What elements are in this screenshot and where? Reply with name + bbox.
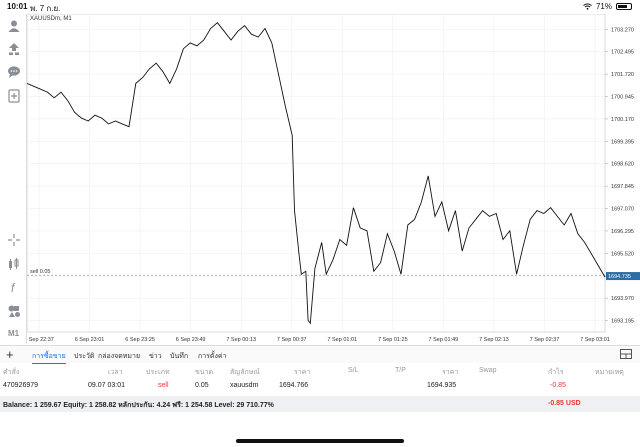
tab-news[interactable]: ข่าว — [149, 353, 162, 360]
order-symbol: xauusdm — [230, 382, 259, 389]
battery-percent: 71% — [595, 2, 612, 11]
y-tick-label: 1701.720 — [611, 72, 634, 78]
chart-canvas[interactable]: sell 0.05 1703.270 1702.495 1701.720 1700.9… — [24, 13, 640, 344]
layout-button[interactable] — [620, 349, 632, 361]
y-tick-label: 1693.970 — [611, 296, 634, 302]
wifi-icon — [583, 3, 592, 10]
price-chart[interactable]: sell 0.05 1703.270 1702.495 1701.720 1700.9… — [24, 13, 640, 344]
tab-trade[interactable]: การซื้อขาย — [32, 351, 66, 364]
y-tick-label: 1702.495 — [611, 50, 634, 56]
trade-button[interactable] — [4, 39, 23, 58]
order-time: 09.07 03:01 — [88, 382, 125, 389]
y-tick-label: 1700.945 — [611, 95, 634, 101]
y-tick-label: 1698.620 — [611, 162, 634, 168]
y-tick-label: 1696.295 — [611, 229, 634, 235]
chat-icon — [7, 65, 20, 78]
current-price-label: 1694.735 — [608, 274, 631, 280]
status-bar: 10:01 พ. 7 ก.ย. 71% — [0, 0, 640, 14]
x-tick-label: 7 Sep 02:37 — [530, 337, 560, 343]
tab-journal[interactable]: บันทึก — [170, 353, 189, 360]
function-button[interactable]: f — [4, 277, 23, 296]
battery-icon — [616, 3, 632, 10]
y-tick-label: 1697.070 — [611, 207, 634, 213]
x-tick-label: 6 Sep 22:37 — [27, 337, 54, 343]
current-price-tag — [606, 272, 640, 281]
header-order: คำสั่ง — [3, 369, 20, 376]
header-note: หมายเหตุ — [595, 369, 624, 376]
x-tick-label: 6 Sep 23:25 — [125, 337, 155, 343]
order-current-price: 1694.935 — [427, 382, 457, 389]
status-date: พ. 7 ก.ย. — [30, 4, 61, 13]
order-id: 470926979 — [3, 382, 39, 389]
account-icon — [8, 20, 19, 32]
left-toolbar: f M1 — [0, 14, 27, 344]
timeframe-label[interactable]: M1 — [7, 329, 20, 338]
bottom-tab-bar: + การซื้อขาย ประวัติ กล่องจดหมาย ข่าว บั… — [0, 345, 640, 364]
crosshair-icon — [7, 233, 20, 246]
indicators-icon — [8, 257, 18, 270]
header-profit: กำไร — [548, 369, 564, 376]
crosshair-button[interactable] — [4, 230, 23, 249]
new-order-button[interactable] — [4, 86, 23, 105]
x-tick-label: 6 Sep 23:01 — [75, 337, 105, 343]
account-button[interactable] — [4, 16, 23, 35]
chart-title: XAUUSDm, M1 — [30, 16, 72, 22]
status-time: 10:01 — [7, 2, 28, 11]
y-tick-label: 1693.195 — [611, 319, 634, 325]
y-tick-label: 1699.395 — [611, 139, 634, 145]
chat-button[interactable] — [4, 62, 23, 81]
header-swap: Swap — [479, 367, 497, 374]
order-type: sell — [158, 382, 169, 389]
total-profit: -0.85 USD — [548, 400, 581, 407]
header-sl: S/L — [348, 367, 359, 374]
indicators-button[interactable] — [4, 254, 23, 273]
header-tp: T/P — [395, 367, 406, 374]
x-tick-label: 7 Sep 01:49 — [429, 337, 459, 343]
sell-order-label: sell 0.05 — [30, 269, 51, 275]
tab-settings[interactable]: การตั้งค่า — [198, 353, 227, 360]
x-tick-label: 7 Sep 00:37 — [277, 337, 307, 343]
tab-history[interactable]: ประวัติ — [74, 353, 95, 360]
battery-fill — [618, 5, 627, 8]
x-tick-label: 7 Sep 01:25 — [378, 337, 408, 343]
trade-icon — [8, 42, 19, 55]
price-series-line — [26, 22, 606, 325]
function-icon: f — [11, 281, 16, 294]
x-tick-label: 7 Sep 01:01 — [327, 337, 357, 343]
tab-mailbox[interactable]: กล่องจดหมาย — [98, 353, 141, 360]
x-tick-label: 7 Sep 03:01 — [580, 337, 610, 343]
balance-bar: Balance: 1 259.67 Equity: 1 258.82 หลักป… — [0, 396, 640, 412]
objects-button[interactable] — [4, 301, 23, 320]
objects-icon — [8, 305, 20, 317]
y-tick-label: 1697.845 — [611, 184, 634, 190]
header-price: ราคา — [294, 369, 311, 376]
x-tick-label: 6 Sep 23:49 — [176, 337, 206, 343]
table-row[interactable]: 470926979 09.07 03:01 sell 0.05 xauusdm … — [0, 379, 640, 393]
plot-area — [26, 13, 606, 333]
status-right: 71% — [583, 2, 632, 11]
header-type: ประเภท — [146, 369, 170, 376]
y-tick-label: 1700.170 — [611, 117, 634, 123]
header-symbol: สัญลักษณ์ — [230, 369, 260, 376]
x-tick-label: 7 Sep 00:13 — [226, 337, 256, 343]
layout-icon — [620, 349, 632, 359]
balance-summary: Balance: 1 259.67 Equity: 1 258.82 หลักป… — [3, 402, 274, 409]
home-indicator[interactable] — [236, 439, 404, 443]
header-current-price: ราคา — [442, 369, 459, 376]
y-tick-label: 1695.520 — [611, 251, 634, 257]
order-profit: -0.85 — [550, 382, 566, 389]
x-tick-label: 7 Sep 02:13 — [479, 337, 509, 343]
header-size: ขนาด — [195, 369, 214, 376]
order-price: 1694.766 — [279, 382, 309, 389]
y-tick-label: 1703.270 — [611, 27, 634, 33]
header-time: เวลา — [108, 369, 123, 376]
orders-table-header: คำสั่ง เวลา ประเภท ขนาด สัญลักษณ์ ราคา S… — [0, 364, 640, 378]
order-size: 0.05 — [195, 382, 209, 389]
new-order-icon — [7, 88, 20, 103]
add-icon[interactable]: + — [6, 347, 14, 362]
svg-text:f: f — [11, 281, 16, 294]
